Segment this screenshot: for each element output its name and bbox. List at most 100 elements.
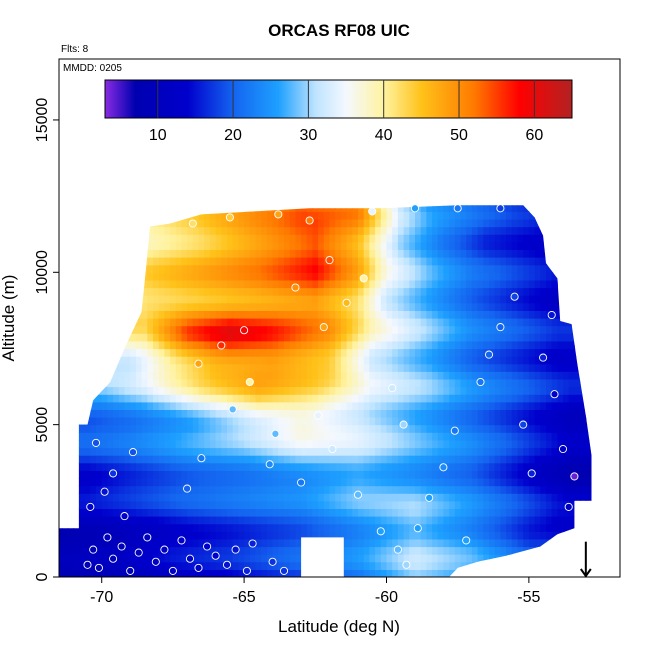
heatmap-cell bbox=[580, 424, 587, 433]
heatmap-cell bbox=[489, 310, 496, 319]
heatmap-cell bbox=[170, 493, 177, 502]
heatmap-cell bbox=[540, 516, 547, 525]
heatmap-cell bbox=[460, 439, 467, 449]
heatmap-cell bbox=[449, 516, 456, 525]
heatmap-cell bbox=[101, 439, 108, 449]
heatmap-cell bbox=[489, 500, 496, 509]
heatmap-cell bbox=[494, 538, 501, 548]
heatmap-cell bbox=[511, 264, 519, 273]
heatmap-cell bbox=[181, 272, 188, 281]
heatmap-cell bbox=[124, 219, 131, 228]
heatmap-cell bbox=[597, 295, 603, 303]
heatmap-cell bbox=[358, 302, 365, 311]
heatmap-cell bbox=[158, 264, 165, 273]
heatmap-cell bbox=[289, 432, 296, 441]
heatmap-cell bbox=[118, 447, 126, 456]
heatmap-cell bbox=[192, 508, 200, 517]
heatmap-cell bbox=[483, 279, 490, 289]
heatmap-cell bbox=[460, 279, 467, 289]
heatmap-cell bbox=[454, 363, 462, 372]
heatmap-cell bbox=[273, 196, 279, 204]
heatmap-cell bbox=[118, 485, 126, 494]
heatmap-cell bbox=[546, 363, 553, 372]
heatmap-cell bbox=[471, 516, 479, 525]
heatmap-cell bbox=[130, 531, 137, 540]
heatmap-cell bbox=[420, 241, 427, 250]
heatmap-cell bbox=[78, 546, 86, 555]
heatmap-cell bbox=[153, 500, 160, 509]
heatmap-cell bbox=[563, 561, 570, 570]
heatmap-cell bbox=[175, 569, 183, 578]
heatmap-cell bbox=[432, 455, 439, 464]
heatmap-cell bbox=[130, 348, 137, 357]
heatmap-cell bbox=[386, 538, 393, 548]
heatmap-cell bbox=[135, 371, 143, 380]
heatmap-cell bbox=[551, 417, 558, 426]
heatmap-cell bbox=[386, 340, 393, 350]
heatmap-cell bbox=[506, 310, 513, 319]
heatmap-cell bbox=[198, 462, 205, 471]
heatmap-cell bbox=[312, 264, 319, 273]
heatmap-cell bbox=[471, 371, 479, 380]
heatmap-cell bbox=[335, 455, 342, 464]
heatmap-cell bbox=[466, 432, 473, 441]
heatmap-cell bbox=[409, 196, 415, 204]
heatmap-cell bbox=[107, 378, 114, 388]
heatmap-cell bbox=[574, 462, 581, 471]
heatmap-cell bbox=[73, 363, 80, 372]
heatmap-cell bbox=[90, 455, 97, 464]
heatmap-cell bbox=[215, 439, 222, 449]
heatmap-cell bbox=[386, 523, 393, 532]
heatmap-cell bbox=[397, 462, 405, 471]
heatmap-cell bbox=[466, 205, 473, 212]
heatmap-cell bbox=[500, 478, 507, 487]
heatmap-cell bbox=[415, 318, 422, 327]
heatmap-cell bbox=[494, 219, 501, 228]
heatmap-cell bbox=[141, 561, 148, 570]
heatmap-cell bbox=[528, 340, 536, 350]
heatmap-cell bbox=[158, 508, 165, 517]
heatmap-cell bbox=[61, 500, 69, 509]
heatmap-cell bbox=[340, 318, 348, 327]
heatmap-cell bbox=[534, 485, 541, 494]
heatmap-cell bbox=[323, 516, 331, 525]
heatmap-cell bbox=[181, 219, 188, 228]
heatmap-cell bbox=[386, 447, 393, 456]
heatmap-cell bbox=[238, 378, 245, 388]
heatmap-cell bbox=[198, 363, 205, 372]
heatmap-cell bbox=[301, 325, 308, 334]
heatmap-cell bbox=[249, 394, 257, 403]
heatmap-cell bbox=[340, 340, 348, 350]
heatmap-cell bbox=[403, 333, 410, 342]
heatmap-cell bbox=[443, 554, 450, 563]
heatmap-cell bbox=[113, 325, 120, 334]
heatmap-cell bbox=[153, 219, 160, 228]
heatmap-cell bbox=[346, 516, 353, 525]
heatmap-cell bbox=[158, 371, 165, 380]
heatmap-cell bbox=[312, 516, 319, 525]
heatmap-cell bbox=[227, 340, 234, 350]
heatmap-cell bbox=[392, 523, 399, 532]
heatmap-cell bbox=[124, 447, 131, 456]
heatmap-cell bbox=[443, 417, 450, 426]
heatmap-cell bbox=[415, 470, 422, 479]
colorbar: 10 20 30 40 50 60 bbox=[104, 79, 573, 144]
heatmap-cell bbox=[84, 409, 91, 418]
heatmap-cell bbox=[369, 211, 376, 220]
heatmap-cell bbox=[164, 219, 171, 228]
heatmap-cell bbox=[546, 531, 553, 540]
heatmap-cell bbox=[358, 439, 365, 449]
heatmap-cell bbox=[426, 196, 432, 204]
heatmap-cell bbox=[523, 569, 530, 578]
heatmap-cell bbox=[329, 409, 336, 418]
heatmap-cell bbox=[284, 439, 291, 449]
heatmap-cell bbox=[90, 424, 97, 433]
heatmap-cell bbox=[568, 386, 575, 395]
heatmap-cell bbox=[164, 561, 171, 570]
heatmap-cell bbox=[244, 249, 251, 258]
heatmap-cell bbox=[158, 500, 165, 509]
heatmap-cell bbox=[141, 523, 148, 532]
heatmap-cell bbox=[124, 302, 131, 311]
heatmap-cell bbox=[397, 554, 405, 563]
heatmap-cell bbox=[318, 348, 325, 357]
